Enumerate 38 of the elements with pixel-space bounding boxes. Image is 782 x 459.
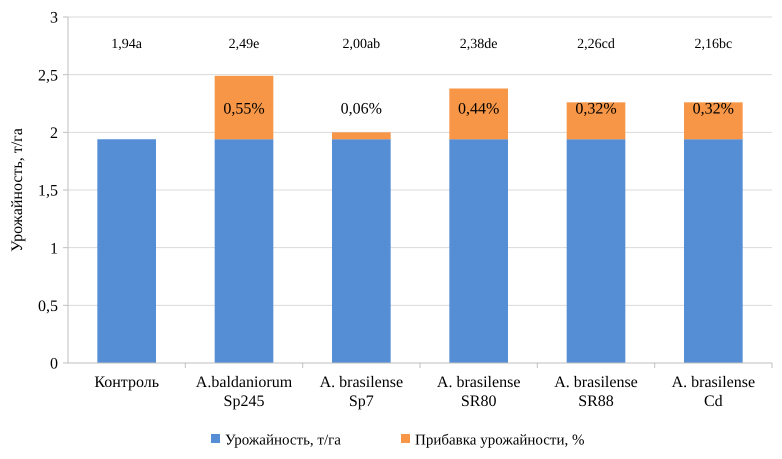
bar: [97, 139, 156, 363]
y-axis-title: Урожайность, т/га: [9, 128, 26, 252]
data-label: 0,06%: [340, 100, 382, 118]
legend-label: Урожайность, т/га: [225, 432, 342, 448]
annotation: 2,49e: [228, 37, 260, 52]
bar: [214, 76, 274, 140]
data-label: 0,44%: [458, 100, 500, 118]
y-tick-label: 0: [50, 356, 58, 373]
bar: [214, 139, 274, 363]
annotation: 2,00ab: [342, 37, 380, 52]
annotation: 2,38de: [460, 37, 498, 52]
y-tick-label: 2: [50, 124, 58, 142]
y-tick-label: 1: [50, 240, 58, 258]
annotation: 2,16bc: [694, 37, 732, 52]
bar: [332, 139, 391, 363]
bar: [684, 102, 743, 140]
bar: [332, 132, 391, 140]
data-label: 0,32%: [692, 100, 734, 118]
bar: [449, 139, 508, 363]
legend-label: Прибавка урожайности, %: [415, 432, 585, 448]
x-tick-label: A. brasilense Cd: [672, 374, 756, 410]
bar: [566, 139, 626, 363]
x-tick-label: A. brasilense SR80: [436, 374, 520, 410]
annotation: 2,26cd: [577, 37, 615, 52]
y-tick-label: 1,5: [38, 182, 58, 200]
y-tick-label: 0,5: [38, 298, 58, 315]
x-tick-label: A.baldaniorum Sp245: [196, 374, 293, 410]
bar: [566, 102, 626, 140]
data-label: 0,55%: [223, 100, 265, 118]
x-tick-label: A. brasilense SR88: [554, 374, 638, 410]
y-tick-label: 3: [50, 10, 58, 27]
x-tick-label: A. brasilense Sp7: [320, 374, 404, 410]
bar: [684, 139, 743, 363]
x-tick-label: Контроль: [94, 374, 160, 391]
annotation: 1,94a: [111, 37, 143, 52]
y-tick-label: 2,5: [38, 67, 58, 84]
bar: [449, 88, 508, 140]
data-label: 0,32%: [575, 100, 617, 118]
